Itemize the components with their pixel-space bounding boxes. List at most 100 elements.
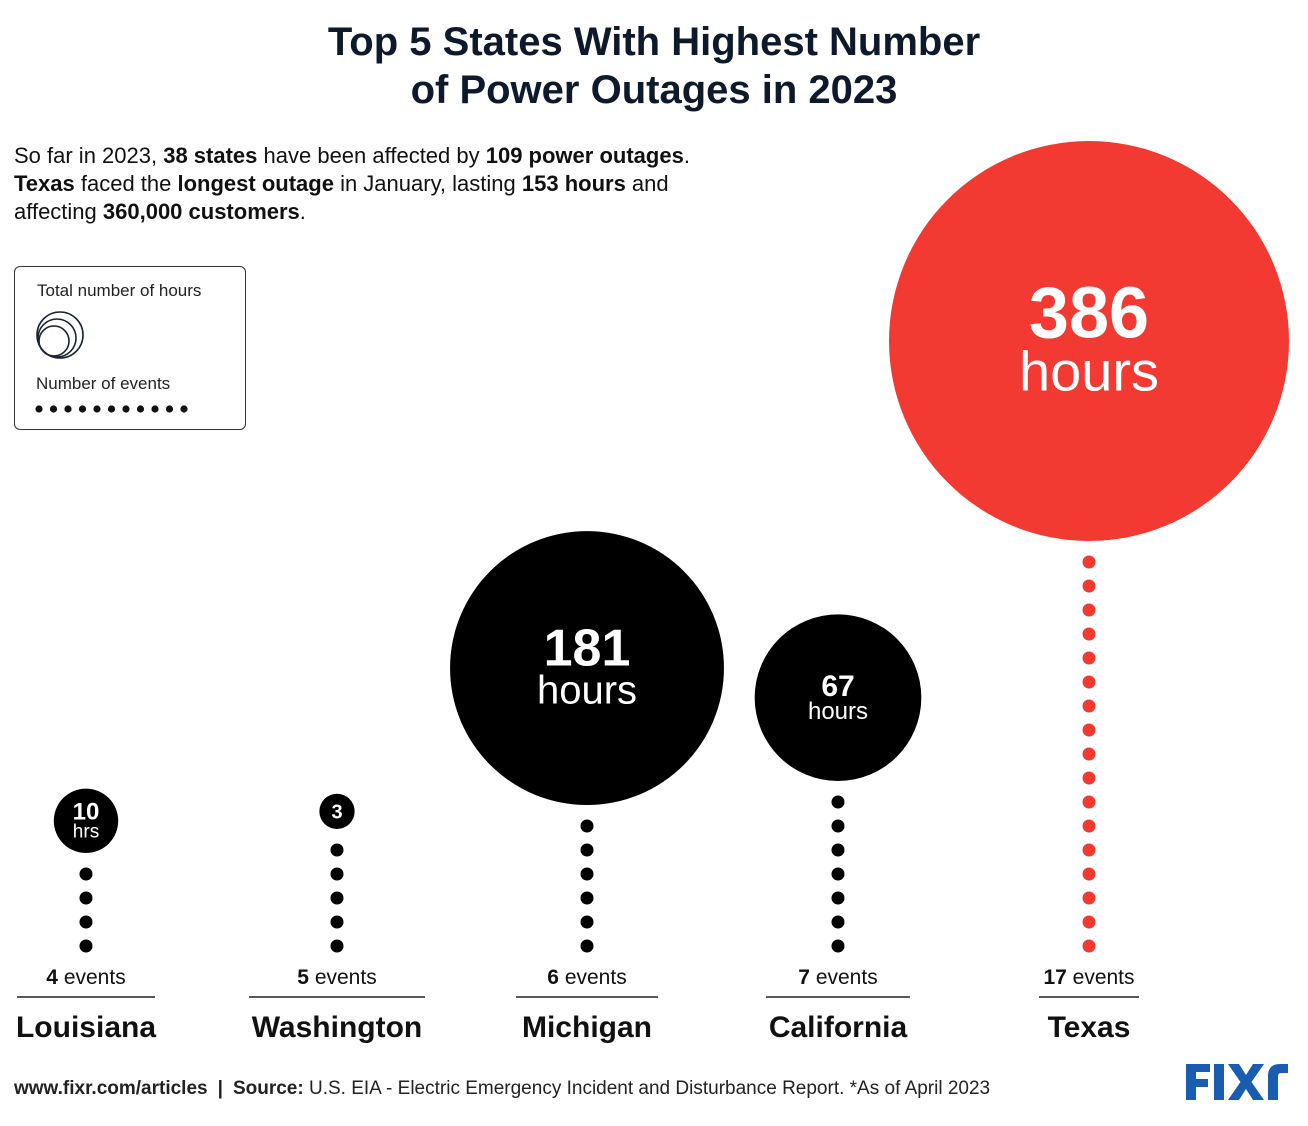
event-dot	[1082, 651, 1096, 665]
event-dot	[1082, 939, 1096, 953]
bubble-hours-value: 386	[1029, 273, 1149, 353]
event-dot	[831, 819, 845, 833]
hours-bubble	[450, 531, 724, 805]
event-dot	[580, 819, 594, 833]
hours-bubble	[889, 141, 1289, 541]
events-label: 7 events	[798, 966, 877, 989]
chart-title: Top 5 States With Highest Number of Powe…	[0, 18, 1308, 114]
intro-bold: 38 states	[163, 143, 258, 168]
legend-dot	[136, 405, 145, 413]
legend-dot	[122, 405, 130, 413]
bubble-hours-unit: hours	[808, 698, 868, 725]
event-dot	[1082, 603, 1096, 617]
event-dot	[831, 867, 845, 881]
intro-text: faced the	[74, 171, 178, 196]
event-dot	[831, 891, 845, 905]
event-dot	[580, 891, 594, 905]
legend-dot	[93, 405, 101, 413]
event-dot	[1082, 675, 1096, 689]
event-dot	[831, 843, 845, 857]
bubble-hours-unit: hrs	[73, 822, 99, 843]
bubble-hours-value: 67	[821, 670, 854, 703]
hours-bubble	[319, 793, 355, 829]
event-dot	[831, 939, 845, 953]
footer-source-label: Source:	[232, 1078, 304, 1099]
event-dot	[79, 891, 93, 905]
nested-circles-icon	[36, 311, 84, 359]
event-dot	[330, 867, 344, 881]
dots-row-icon	[35, 405, 188, 413]
event-dot	[580, 915, 594, 929]
events-label: 4 events	[46, 966, 125, 989]
footer-site: www.fixr.com/articles	[14, 1078, 208, 1099]
event-dot	[330, 915, 344, 929]
hours-bubble	[754, 614, 922, 781]
events-label: 5 events	[297, 966, 376, 989]
legend-dot	[35, 405, 43, 413]
intro-text: .	[299, 199, 306, 224]
state-label: California	[769, 1011, 908, 1044]
event-dot	[330, 891, 344, 905]
footer-separator: |	[217, 1078, 223, 1099]
intro-bold: longest outage	[177, 171, 334, 196]
event-dot	[330, 843, 344, 857]
event-dot	[1082, 891, 1096, 905]
legend-events-label: Number of events	[36, 374, 171, 393]
bubble-hours-value: 181	[544, 619, 631, 677]
bubble-hours-unit: hours	[1019, 340, 1159, 403]
intro-bold: Texas	[14, 171, 75, 196]
events-label: 6 events	[547, 966, 626, 989]
event-dot	[1082, 627, 1096, 641]
intro-text: .	[683, 143, 690, 168]
footer-source-text: U.S. EIA - Electric Emergency Incident a…	[303, 1078, 991, 1099]
bubble-hours-value: 3	[331, 801, 342, 823]
intro-paragraph: So far in 2023, 38 states have been affe…	[14, 142, 714, 226]
legend-dot	[64, 405, 72, 413]
event-dot	[580, 867, 594, 881]
legend-dot	[180, 405, 188, 413]
event-dot	[1082, 555, 1096, 569]
state-label: Louisiana	[16, 1011, 156, 1044]
events-label: 17 events	[1043, 966, 1134, 989]
event-dot	[831, 795, 845, 809]
intro-text: and affecting	[14, 171, 669, 224]
intro-bold: 153 hours	[521, 171, 626, 196]
event-dot	[330, 939, 344, 953]
event-dot	[1082, 915, 1096, 929]
fixr-logo	[1186, 1064, 1288, 1100]
state-label: Michigan	[522, 1011, 652, 1044]
intro-text: in January, lasting	[333, 171, 522, 196]
event-dot	[831, 915, 845, 929]
intro-text: have been affected by	[257, 143, 486, 168]
intro-text: So far in 2023,	[14, 143, 164, 168]
legend-dot	[107, 405, 116, 413]
state-label: Washington	[252, 1011, 423, 1044]
event-dot	[1082, 771, 1096, 785]
chart-title-line-2: of Power Outages in 2023	[410, 68, 898, 112]
bubble-hours-value: 10	[73, 799, 100, 826]
legend-hours-label: Total number of hours	[37, 281, 202, 300]
legend-dot	[151, 405, 159, 413]
event-dot	[79, 915, 93, 929]
chart-title-line-1: Top 5 States With Highest Number	[327, 20, 981, 64]
event-dot	[1082, 843, 1096, 857]
legend-dot	[49, 405, 58, 413]
hours-bubble	[53, 788, 119, 853]
intro-bold: 109 power outages	[485, 143, 684, 168]
event-dot	[79, 939, 93, 953]
footer: www.fixr.com/articles | Source: U.S. EIA -…	[14, 1078, 990, 1100]
legend-box: Total number of hours Number of events	[14, 266, 246, 430]
event-dot	[1082, 699, 1096, 713]
event-dot	[1082, 867, 1096, 881]
event-dot	[1082, 819, 1096, 833]
event-dot	[1082, 747, 1096, 761]
event-dot	[79, 867, 93, 881]
state-label: Texas	[1048, 1011, 1131, 1044]
event-dot	[580, 843, 594, 857]
bubble-hours-unit: hours	[537, 668, 637, 712]
event-dot	[1082, 795, 1096, 809]
intro-bold: 360,000 customers	[102, 199, 300, 224]
legend-dot	[165, 405, 174, 413]
event-dot	[1082, 723, 1096, 737]
